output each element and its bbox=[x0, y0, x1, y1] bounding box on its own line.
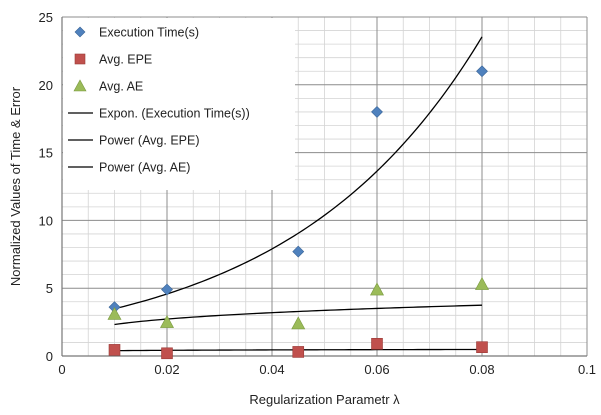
legend-label: Power (Avg. AE) bbox=[99, 161, 190, 175]
data-point bbox=[371, 337, 383, 350]
x-axis-title: Regularization Parametr λ bbox=[249, 392, 400, 407]
legend-label: Avg. EPE bbox=[99, 53, 152, 67]
legend-label: Power (Avg. EPE) bbox=[99, 134, 200, 148]
x-tick-label: 0.04 bbox=[259, 362, 284, 377]
legend-label: Expon. (Execution Time(s)) bbox=[99, 107, 250, 121]
axes bbox=[61, 17, 587, 357]
x-tick-label: 0.08 bbox=[469, 362, 494, 377]
data-point bbox=[159, 314, 175, 328]
legend-symbol bbox=[74, 53, 86, 65]
legend-background bbox=[63, 18, 295, 190]
x-tick-label: 0.02 bbox=[154, 362, 179, 377]
y-tick-label: 25 bbox=[39, 10, 53, 25]
data-point bbox=[476, 65, 488, 78]
y-tick-label: 10 bbox=[39, 213, 53, 228]
x-tick-label: 0 bbox=[58, 362, 65, 377]
y-axis-title: Normalized Values of Time & Error bbox=[8, 86, 23, 286]
y-tick-label: 5 bbox=[46, 281, 53, 296]
trendline bbox=[114, 304, 483, 326]
legend-symbol bbox=[73, 79, 87, 92]
data-point bbox=[369, 282, 385, 296]
data-point bbox=[108, 344, 121, 356]
data-point bbox=[476, 341, 488, 353]
legend-symbol bbox=[74, 26, 86, 38]
data-point bbox=[474, 277, 490, 290]
legend-label: Execution Time(s) bbox=[99, 26, 199, 40]
data-point bbox=[161, 347, 173, 360]
data-markers bbox=[107, 65, 490, 360]
x-tick-label: 0.06 bbox=[364, 362, 389, 377]
data-point bbox=[161, 283, 173, 296]
legend-label: Avg. AE bbox=[99, 80, 143, 94]
y-tick-label: 0 bbox=[46, 349, 53, 364]
trendline bbox=[114, 36, 483, 310]
x-tick-label: 0.1 bbox=[578, 362, 596, 377]
data-point bbox=[292, 245, 305, 258]
data-point bbox=[292, 346, 305, 358]
legend: Execution Time(s) Avg. EPE Avg. AE Expon. (… bbox=[63, 18, 295, 190]
data-point bbox=[107, 306, 122, 320]
y-tick-label: 20 bbox=[39, 78, 53, 93]
data-point bbox=[291, 316, 306, 330]
y-tick-label: 15 bbox=[39, 146, 53, 161]
tick-labels: 0 0.02 0.04 0.06 0.08 0.1 0 5 10 15 20 25 bbox=[39, 10, 597, 377]
data-point bbox=[371, 105, 383, 118]
